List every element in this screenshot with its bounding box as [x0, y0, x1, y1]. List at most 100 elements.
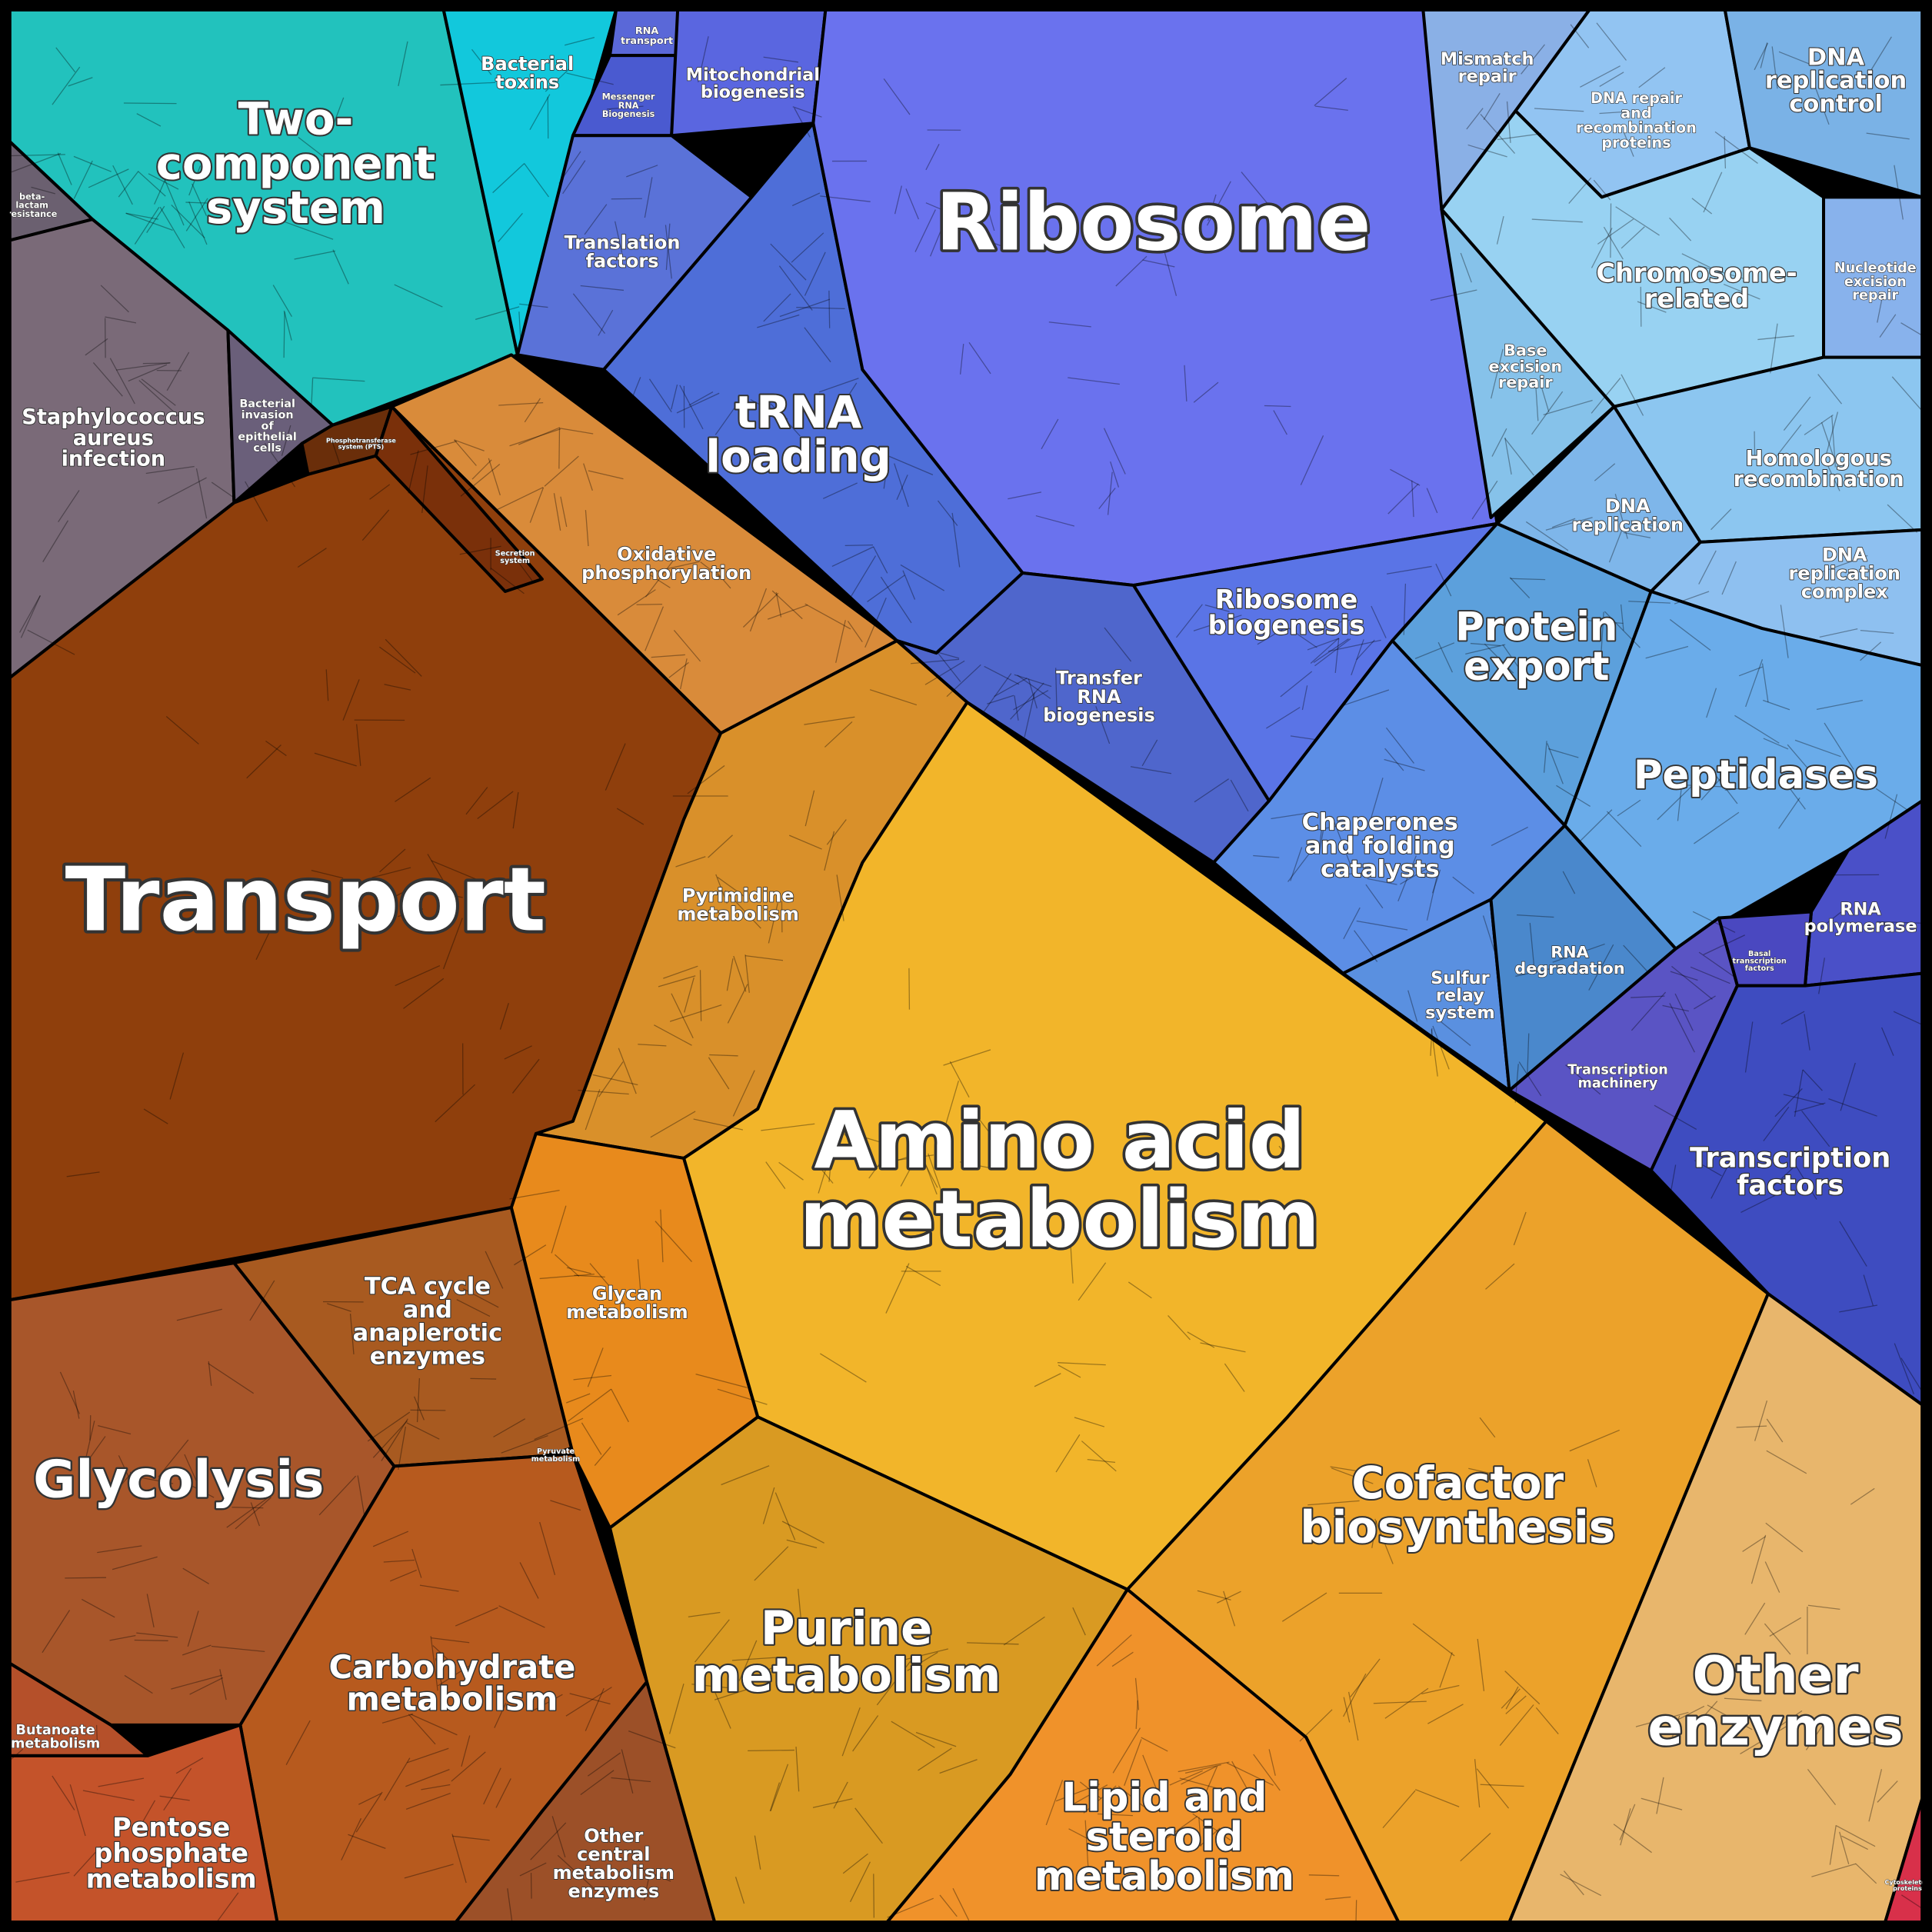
cell-edge: [1271, 812, 1310, 820]
cell-edge: [1194, 778, 1230, 803]
cell-edge: [558, 427, 561, 469]
cell-edge: [413, 1396, 425, 1421]
cell-edge: [495, 487, 544, 511]
node-label: Transcription machinery: [1567, 1062, 1668, 1091]
cell-edge: [451, 1751, 486, 1782]
cell-edge: [529, 487, 545, 523]
cell-edge: [1287, 844, 1317, 882]
cell-edge: [185, 202, 218, 205]
cell-edge: [769, 1782, 781, 1812]
cell-edge: [818, 1164, 828, 1194]
label-line: Base: [1504, 341, 1547, 360]
label-line: metabolism: [800, 1174, 1320, 1266]
cell-edge: [1098, 1813, 1133, 1817]
cell-edge: [1703, 172, 1723, 213]
cell-edge: [959, 344, 964, 375]
cell-edge: [493, 1418, 526, 1437]
cell-edge: [1318, 817, 1324, 848]
cell-edge: [592, 1074, 638, 1086]
cell-edge: [920, 1151, 938, 1195]
cell-edge: [795, 1747, 800, 1792]
cell-edge: [894, 463, 909, 508]
cell-edge: [529, 94, 551, 131]
cell-edge: [410, 1714, 458, 1736]
label-line: central: [577, 1844, 650, 1865]
cell-edge: [1179, 1777, 1223, 1790]
label-line: replication: [1788, 563, 1900, 585]
cell-edge: [118, 1455, 138, 1497]
cell-edge: [1431, 869, 1441, 894]
label-line: Basal: [1748, 950, 1770, 958]
cell-edge: [145, 465, 195, 475]
cell-edge: [1483, 93, 1501, 121]
cell-edge: [715, 874, 728, 904]
cell-edge: [1161, 242, 1178, 296]
label-line: metabolism: [86, 1864, 257, 1894]
cell-edge: [182, 1567, 209, 1584]
cell-edge: [519, 1862, 547, 1877]
label-line: metabolism: [677, 904, 798, 925]
cell-edge: [403, 978, 445, 1009]
cell-edge: [1535, 383, 1539, 421]
cell-edge: [583, 463, 593, 491]
cell-edge: [968, 341, 991, 375]
cell-edge: [1480, 1784, 1524, 1787]
node-label: Amino acid metabolism: [800, 1095, 1320, 1266]
cell-edge: [734, 1877, 745, 1904]
cell-edge: [658, 975, 696, 988]
cell-edge: [98, 1424, 132, 1435]
cell-edge: [676, 392, 720, 414]
cell-edge: [171, 1674, 222, 1690]
cell-edge: [1253, 1754, 1281, 1791]
cell-edge: [1226, 1762, 1274, 1786]
cell-edge: [175, 1757, 204, 1774]
node-label: Protein export: [1455, 605, 1617, 690]
cell-edge: [578, 1089, 629, 1095]
cell-edge: [915, 1731, 957, 1747]
cell-edge: [1774, 1088, 1803, 1118]
cell-edge: [794, 107, 811, 138]
cell-edge: [580, 285, 625, 291]
cell-edge: [1124, 1739, 1142, 1787]
cell-edge: [918, 1151, 938, 1188]
cell-edge: [1900, 322, 1932, 342]
cell-edge: [454, 439, 477, 466]
label-line: phosphorylation: [581, 562, 751, 584]
cell-edge: [235, 1497, 271, 1530]
cell-edge: [1594, 463, 1616, 481]
cell-edge: [951, 512, 961, 568]
cell-edge: [1684, 784, 1735, 788]
cell-edge: [1333, 820, 1353, 869]
cell-edge: [1804, 1014, 1810, 1051]
cell-edge: [485, 1251, 504, 1289]
cell-edge: [1204, 605, 1230, 612]
cell-edge: [379, 646, 416, 674]
cell-edge: [1299, 1709, 1333, 1742]
cell-edge: [775, 592, 782, 618]
cell-edge: [1327, 639, 1381, 652]
cell-edge: [105, 316, 137, 324]
cell-edge: [1645, 645, 1689, 659]
cell-edge: [349, 1314, 355, 1355]
cell-edge: [356, 724, 361, 766]
cell-edge: [1776, 424, 1802, 457]
cell-edge: [531, 1694, 563, 1712]
cell-edge: [1273, 410, 1287, 435]
label-line: loading: [705, 430, 891, 482]
cell-edge: [1551, 518, 1576, 528]
cell-edge: [1824, 722, 1854, 770]
cell-edge: [157, 477, 207, 505]
label-line: Oxidative: [617, 544, 716, 565]
cell-edge: [514, 1244, 547, 1266]
cell-edge: [509, 428, 561, 447]
cell-edge: [171, 204, 205, 238]
cell-edge: [778, 1161, 804, 1181]
cell-edge: [684, 977, 695, 1013]
cell-edge: [1783, 1094, 1824, 1105]
cell-edge: [1505, 1695, 1527, 1714]
cell-edge: [847, 621, 863, 643]
cell-edge: [1866, 132, 1910, 140]
cell-edge: [477, 791, 514, 820]
cell-edge: [1482, 915, 1496, 953]
cell-edge: [1496, 215, 1504, 245]
